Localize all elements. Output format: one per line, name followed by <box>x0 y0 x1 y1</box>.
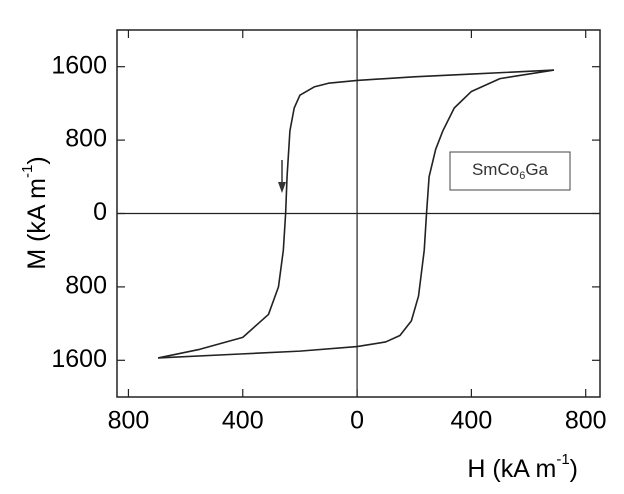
x-tick-label: 400 <box>451 407 493 435</box>
annotation-sub: 6 <box>519 170 525 182</box>
y-axis-label-end: ) <box>23 156 51 164</box>
y-axis-label-text: M (kA m <box>23 178 51 270</box>
x-tick-label: 0 <box>350 407 364 435</box>
x-tick-label: 800 <box>565 407 607 435</box>
annotation: SmCo6Ga <box>472 160 549 181</box>
x-axis-label-sup: -1 <box>556 451 569 468</box>
x-axis-label: H (kA m-1) <box>467 451 578 483</box>
y-tick-label: 800 <box>65 125 107 153</box>
y-tick-label: 1600 <box>51 345 107 373</box>
x-tick-label: 400 <box>222 407 264 435</box>
curve <box>158 69 555 359</box>
annotation-box <box>449 151 571 191</box>
y-tick-label: 0 <box>93 198 107 226</box>
x-axis-label-text: H (kA m <box>467 455 556 483</box>
x-tick-label: 800 <box>108 407 150 435</box>
annotation-text: SmCo <box>472 160 519 179</box>
annotation-end: Ga <box>525 160 548 179</box>
curve <box>157 69 555 359</box>
y-tick-label: 1600 <box>51 51 107 79</box>
y-tick-label: 800 <box>65 272 107 300</box>
y-axis-label-sup: -1 <box>19 165 36 178</box>
arrow-head <box>278 182 286 193</box>
x-axis-label-end: ) <box>570 455 578 483</box>
y-axis-label: M (kA m-1) <box>19 156 51 269</box>
